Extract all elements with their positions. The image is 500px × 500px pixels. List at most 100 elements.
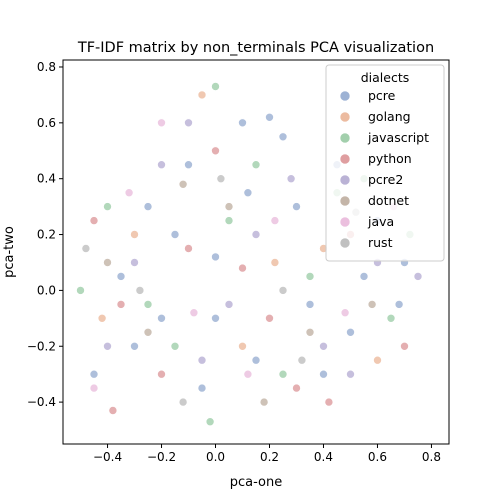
point-python [400,341,409,351]
point-golang [238,341,247,351]
legend-label-dotnet: dotnet [368,193,409,208]
point-dotnet [224,202,234,211]
y-tick-label: −0.4 [27,395,56,409]
point-python [292,383,301,393]
point-dotnet [178,180,188,189]
point-rust [178,397,188,407]
point-pcre [130,341,139,351]
point-java [89,383,99,393]
legend-marker-rust [339,237,351,249]
point-pcre [197,383,207,393]
legend-marker-pcre2 [339,174,351,186]
y-tick-label: 0.2 [37,228,56,242]
point-rust [135,286,145,295]
legend-marker-golang [339,111,351,123]
point-pcre2 [197,355,207,365]
point-java [189,308,199,318]
points-layer [76,82,423,427]
y-axis: −0.4 −0.2 0.0 0.2 0.4 0.6 0.8 [27,60,63,409]
point-python [116,300,126,309]
point-dotnet [103,258,112,267]
legend-marker-dotnet [339,195,351,207]
point-java [243,369,253,379]
point-pcre [346,327,355,337]
point-java [157,118,166,128]
point-java [340,308,350,318]
point-pcre [238,118,247,128]
point-javascript [305,272,315,281]
x-tick-label: 0.6 [368,450,387,464]
point-pcre2 [319,341,328,351]
point-golang [270,258,280,267]
x-tick-label: 0.4 [314,450,333,464]
point-javascript [251,160,261,169]
point-rust [278,286,288,295]
y-axis-label: pca-two [2,226,17,278]
point-pcre [211,252,220,262]
y-tick-label: 0.0 [37,283,56,297]
legend-label-pcre: pcre [368,88,396,103]
point-python [89,216,99,225]
point-python [238,263,247,273]
point-python [265,313,274,323]
point-golang [197,90,207,100]
point-pcre [184,160,193,169]
legend-marker-java [339,216,351,228]
point-rust [297,355,307,365]
y-tick-label: 0.8 [37,60,56,74]
x-axis: −0.4 −0.2 0.0 0.2 0.4 0.6 0.8 [93,444,441,464]
legend-items: pcre golang javascript python pcre2 dotnet jav… [339,88,429,250]
point-python [211,146,220,156]
point-pcre [170,230,180,239]
y-tick-label: −0.2 [27,339,56,353]
legend-marker-javascript [339,132,351,144]
point-rust [216,174,226,183]
point-golang [373,355,382,365]
point-pcre [89,369,99,379]
point-java [270,216,280,225]
point-pcre [278,132,288,142]
chart-title: TF-IDF matrix by non_terminals PCA visua… [77,40,434,56]
point-java [124,188,134,197]
point-pcre2 [251,230,261,239]
point-pcre [251,355,261,365]
point-pcre2 [184,118,193,128]
point-python [324,397,334,407]
point-pcre2 [413,272,423,281]
x-tick-label: −0.4 [93,450,122,464]
point-pcre [116,272,126,281]
point-pcre [305,300,315,309]
point-javascript [278,369,288,379]
legend-label-javascript: javascript [367,130,429,145]
point-dotnet [259,397,269,407]
point-dotnet [367,300,377,309]
point-javascript [205,417,215,427]
point-javascript [143,300,153,309]
point-javascript [76,286,85,295]
point-javascript [170,341,180,351]
point-pcre2 [224,300,234,309]
legend: dialects pcre golang javascript python pcre2… [325,64,445,262]
point-pcre2 [103,341,112,351]
legend-label-golang: golang [368,109,411,124]
point-pcre [292,202,301,211]
x-tick-label: 0.8 [422,450,441,464]
point-javascript [224,216,234,225]
point-rust [81,244,91,253]
y-tick-label: 0.4 [37,172,56,186]
x-tick-label: 0.2 [260,450,279,464]
point-pcre [243,188,253,197]
legend-label-pcre2: pcre2 [368,172,403,187]
point-python [184,244,193,253]
legend-marker-pcre [339,90,351,102]
x-axis-label: pca-one [230,475,283,490]
point-pcre [157,313,166,323]
point-pcre2 [346,369,355,379]
y-tick-label: 0.6 [37,116,56,130]
legend-label-rust: rust [368,235,393,250]
point-golang [130,230,139,239]
point-dotnet [143,327,153,337]
point-pcre [394,300,404,309]
legend-label-java: java [367,214,394,229]
x-tick-label: −0.2 [147,450,176,464]
